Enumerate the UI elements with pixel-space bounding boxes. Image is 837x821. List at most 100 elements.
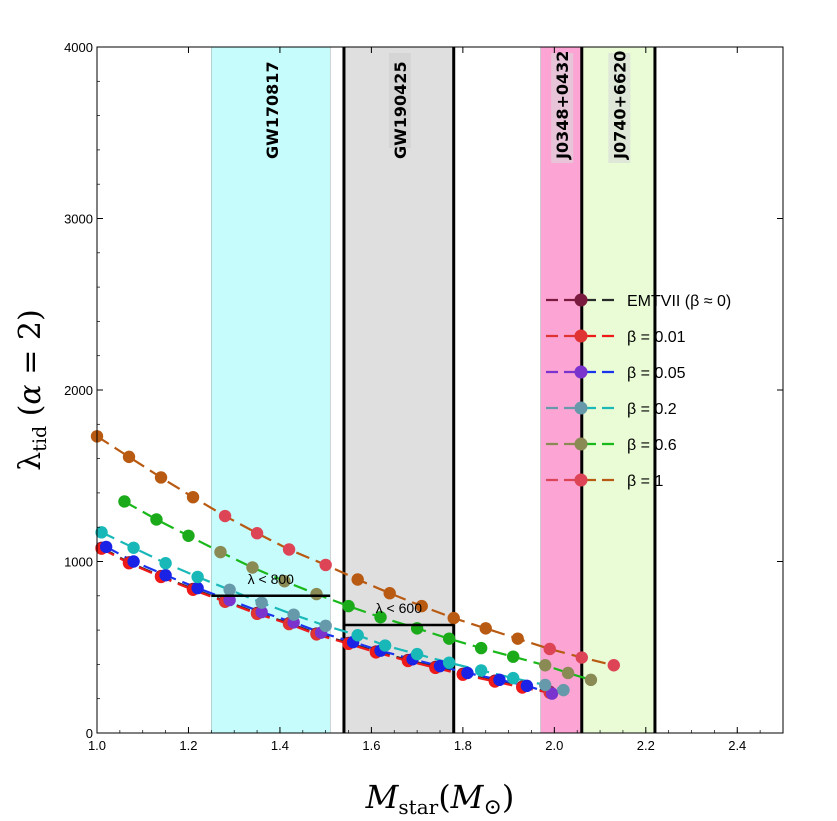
marker-s2-p12 xyxy=(461,666,474,680)
marker-s4-p11 xyxy=(474,641,488,655)
marker-s3-p11 xyxy=(442,656,456,669)
marker-s5-p5 xyxy=(250,527,264,540)
x-tick-label-2: 1.4 xyxy=(271,738,289,753)
marker-s3-p1 xyxy=(127,541,140,554)
band-GW190425 xyxy=(343,46,454,734)
series-line-1 xyxy=(101,547,551,694)
marker-s5-p15 xyxy=(575,651,588,664)
marker-s4-p1 xyxy=(150,513,163,526)
marker-s5-p1 xyxy=(122,450,136,464)
band-labels: GW170817 GW190425 J0348+0432 J0740+6620 xyxy=(263,51,631,163)
x-tick-label-5: 2.0 xyxy=(545,738,563,753)
marker-s3-p10 xyxy=(410,647,424,661)
x-tick-label-3: 1.6 xyxy=(362,738,380,753)
band-label-J0348+0432: J0348+0432 xyxy=(553,51,572,160)
marker-s3-p4 xyxy=(223,583,236,596)
legend-label-3: β = 0.2 xyxy=(627,401,677,418)
x-tick-label-1: 1.2 xyxy=(179,738,197,753)
marker-s4-p14 xyxy=(561,666,575,680)
y-tick-label-3: 3000 xyxy=(64,212,93,227)
series-line-3 xyxy=(101,531,564,692)
marker-s3-p9 xyxy=(378,639,392,652)
y-axis-title: λtid (α = 2) xyxy=(13,309,51,470)
marker-s5-p13 xyxy=(511,632,524,645)
marker-s4-p8 xyxy=(374,611,387,624)
legend-marker-4 xyxy=(574,437,588,451)
marker-s5-p16 xyxy=(607,659,620,672)
marker-s4-p5 xyxy=(278,575,291,588)
marker-s2-p13 xyxy=(493,673,506,687)
marker-s5-p7 xyxy=(319,558,332,572)
band-label-bg-J0740+6620 xyxy=(608,53,631,163)
marker-s5-p4 xyxy=(218,509,232,523)
marker-s5-p3 xyxy=(186,490,200,504)
axis-ticks: 1.0 1.2 1.4 1.6 1.8 2.0 2.2 2.4 0 1000 2000 3000 400… xyxy=(64,40,784,753)
x-tick-label-6: 2.2 xyxy=(637,738,655,753)
marker-s4-p15 xyxy=(584,673,598,687)
marker-s5-p9 xyxy=(383,587,396,600)
constraint-lines: λ < 800 λ < 600 xyxy=(211,571,454,627)
marker-s4-p4 xyxy=(246,561,259,574)
legend-marker-2 xyxy=(574,365,588,379)
marker-s2-p5 xyxy=(255,605,268,619)
legend-marker-3 xyxy=(574,401,588,415)
marker-s4-p2 xyxy=(182,529,195,542)
legend-marker-1 xyxy=(574,329,588,343)
marker-s3-p7 xyxy=(319,619,332,633)
marker-s3-p0 xyxy=(95,526,108,539)
band-GW170817 xyxy=(211,46,331,734)
marker-s4-p12 xyxy=(506,650,520,663)
marker-s4-p7 xyxy=(342,599,355,613)
marker-s2-p2 xyxy=(159,569,172,582)
y-tick-label-2: 2000 xyxy=(64,383,93,398)
marker-s4-p3 xyxy=(214,545,227,559)
marker-s4-p0 xyxy=(118,495,131,508)
x-axis-title: Mstar(M⊙) xyxy=(365,778,515,820)
marker-s3-p6 xyxy=(287,608,300,621)
bands-layer xyxy=(211,46,656,734)
marker-s3-p5 xyxy=(255,596,268,609)
y-tick-label-4: 4000 xyxy=(64,40,93,55)
marker-s5-p2 xyxy=(154,471,168,484)
series-line-2 xyxy=(105,545,553,695)
band-borders xyxy=(342,47,657,733)
legend-label-4: β = 0.6 xyxy=(627,437,677,454)
marker-s3-p3 xyxy=(191,570,204,584)
x-tick-label-7: 2.4 xyxy=(728,738,746,753)
marker-s3-p15 xyxy=(557,683,570,697)
series-markers xyxy=(90,430,620,700)
legend-marker-0 xyxy=(574,293,588,307)
y-tick-label-0: 0 xyxy=(86,726,93,741)
band-label-J0740+6620: J0740+6620 xyxy=(610,51,629,160)
marker-s5-p6 xyxy=(282,543,296,556)
x-tick-label-0: 1.0 xyxy=(88,738,106,753)
marker-s2-p0 xyxy=(99,540,113,554)
marker-s3-p13 xyxy=(506,671,520,685)
legend: EMTVII (β ≈ 0) β = 0.01 β = 0.05 β = 0.2 β =… xyxy=(546,293,731,490)
constraint-label-1: λ < 600 xyxy=(376,600,423,616)
marker-s2-p14 xyxy=(520,679,534,693)
legend-label-0: EMTVII (β ≈ 0) xyxy=(627,293,731,310)
band-label-bg-GW190425 xyxy=(388,53,411,148)
legend-label-5: β = 1 xyxy=(627,473,663,490)
marker-s5-p10 xyxy=(415,599,428,613)
constraint-label-0: λ < 800 xyxy=(248,571,295,587)
marker-s2-p3 xyxy=(191,581,204,595)
marker-s5-p8 xyxy=(351,573,364,586)
marker-s3-p14 xyxy=(538,678,552,692)
marker-s5-p11 xyxy=(447,611,460,625)
band-label-GW190425: GW190425 xyxy=(391,61,410,159)
legend-label-1: β = 0.01 xyxy=(627,329,686,346)
marker-s2-p1 xyxy=(127,555,140,568)
marker-s5-p14 xyxy=(543,642,556,656)
marker-s4-p10 xyxy=(442,632,456,645)
marker-s3-p12 xyxy=(474,664,488,677)
band-label-bg-J0348+0432 xyxy=(551,53,574,163)
y-tick-label-1: 1000 xyxy=(64,555,93,570)
x-tick-label-4: 1.8 xyxy=(454,738,472,753)
band-label-GW170817: GW170817 xyxy=(263,61,282,159)
marker-s5-p12 xyxy=(479,622,492,635)
marker-s3-p8 xyxy=(351,629,364,642)
marker-s4-p6 xyxy=(310,587,323,601)
